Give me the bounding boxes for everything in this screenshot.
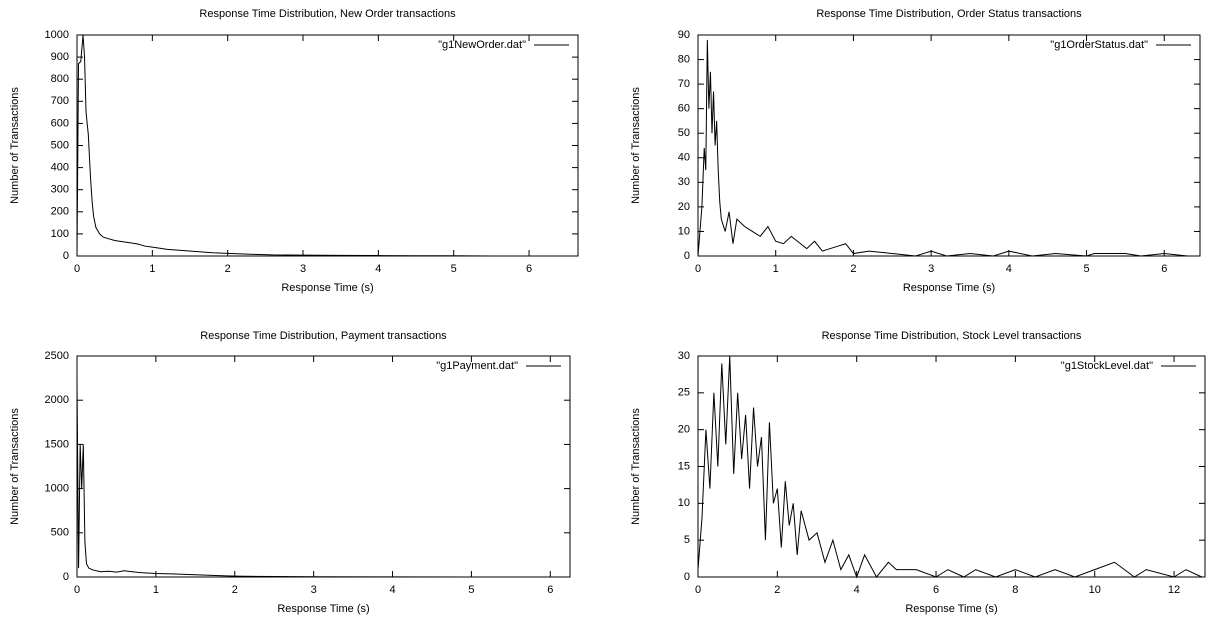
- legend-label: "g1NewOrder.dat": [438, 39, 526, 51]
- x-tick-label: 3: [311, 584, 317, 596]
- y-tick-label: 900: [51, 51, 69, 63]
- x-tick-label: 4: [1006, 263, 1012, 275]
- series-line: [697, 39, 1188, 257]
- y-tick-label: 500: [51, 527, 69, 539]
- y-axis-label: Number of Transactions: [9, 408, 21, 525]
- x-axis-label: Response Time (s): [281, 282, 373, 294]
- y-tick-label: 60: [678, 103, 690, 115]
- y-tick-label: 400: [51, 162, 69, 174]
- y-axis-label: Number of Transactions: [630, 408, 642, 525]
- y-tick-label: 20: [678, 424, 690, 436]
- x-tick-label: 2: [850, 263, 856, 275]
- x-tick-label: 6: [526, 263, 532, 275]
- x-tick-label: 5: [468, 584, 474, 596]
- plot-border: [697, 355, 1206, 578]
- y-tick-label: 2000: [45, 394, 69, 406]
- y-tick-label: 80: [678, 53, 690, 65]
- chart-title: Response Time Distribution, Stock Level …: [822, 330, 1082, 342]
- x-tick-label: 0: [695, 263, 701, 275]
- plot-border: [76, 34, 579, 257]
- legend-label: "g1OrderStatus.dat": [1050, 39, 1148, 51]
- plot-border: [76, 355, 571, 578]
- y-tick-label: 5: [684, 534, 690, 546]
- x-tick-label: 1: [149, 263, 155, 275]
- x-tick-label: 0: [74, 584, 80, 596]
- y-tick-label: 700: [51, 95, 69, 107]
- y-tick-label: 200: [51, 206, 69, 218]
- y-tick-label: 500: [51, 139, 69, 151]
- y-tick-label: 0: [684, 250, 690, 262]
- x-tick-label: 8: [1012, 584, 1018, 596]
- y-tick-label: 0: [63, 250, 69, 262]
- x-tick-label: 12: [1168, 584, 1180, 596]
- y-tick-label: 600: [51, 117, 69, 129]
- y-tick-label: 800: [51, 73, 69, 85]
- x-tick-label: 1: [153, 584, 159, 596]
- x-axis-label: Response Time (s): [905, 603, 997, 615]
- series-line: [76, 382, 567, 578]
- y-tick-label: 2500: [45, 350, 69, 362]
- series-line: [697, 355, 1203, 579]
- x-tick-label: 4: [854, 584, 860, 596]
- x-tick-label: 4: [389, 584, 395, 596]
- legend-label: "g1Payment.dat": [436, 360, 518, 372]
- y-axis-label: Number of Transactions: [630, 87, 642, 204]
- x-tick-label: 2: [774, 584, 780, 596]
- x-tick-label: 3: [928, 263, 934, 275]
- y-tick-label: 0: [684, 571, 690, 583]
- x-tick-label: 0: [74, 263, 80, 275]
- y-tick-label: 90: [678, 29, 690, 41]
- y-tick-label: 15: [678, 460, 690, 472]
- x-tick-label: 2: [232, 584, 238, 596]
- y-tick-label: 20: [678, 201, 690, 213]
- y-tick-label: 50: [678, 127, 690, 139]
- y-tick-label: 300: [51, 184, 69, 196]
- y-tick-label: 10: [678, 497, 690, 509]
- y-tick-label: 10: [678, 225, 690, 237]
- x-axis-label: Response Time (s): [903, 282, 995, 294]
- x-tick-label: 5: [1083, 263, 1089, 275]
- x-tick-label: 6: [933, 584, 939, 596]
- x-axis-label: Response Time (s): [277, 603, 369, 615]
- y-tick-label: 100: [51, 228, 69, 240]
- x-tick-label: 1: [773, 263, 779, 275]
- y-tick-label: 1500: [45, 438, 69, 450]
- y-tick-label: 1000: [45, 29, 69, 41]
- y-tick-label: 1000: [45, 483, 69, 495]
- y-tick-label: 0: [63, 571, 69, 583]
- chart-title: Response Time Distribution, New Order tr…: [199, 8, 456, 20]
- x-tick-label: 4: [375, 263, 381, 275]
- y-tick-label: 25: [678, 387, 690, 399]
- y-tick-label: 30: [678, 176, 690, 188]
- x-tick-label: 10: [1089, 584, 1101, 596]
- chart-title: Response Time Distribution, Order Status…: [816, 8, 1082, 20]
- y-tick-label: 40: [678, 152, 690, 164]
- y-axis-label: Number of Transactions: [9, 87, 21, 204]
- legend-label: "g1StockLevel.dat": [1061, 360, 1153, 372]
- x-tick-label: 0: [695, 584, 701, 596]
- x-tick-label: 3: [300, 263, 306, 275]
- series-line: [76, 34, 575, 257]
- x-tick-label: 2: [225, 263, 231, 275]
- x-tick-label: 6: [1161, 263, 1167, 275]
- plot-border: [697, 34, 1201, 257]
- y-tick-label: 70: [678, 78, 690, 90]
- x-tick-label: 6: [547, 584, 553, 596]
- y-tick-label: 30: [678, 350, 690, 362]
- x-tick-label: 5: [451, 263, 457, 275]
- chart-title: Response Time Distribution, Payment tran…: [200, 330, 447, 342]
